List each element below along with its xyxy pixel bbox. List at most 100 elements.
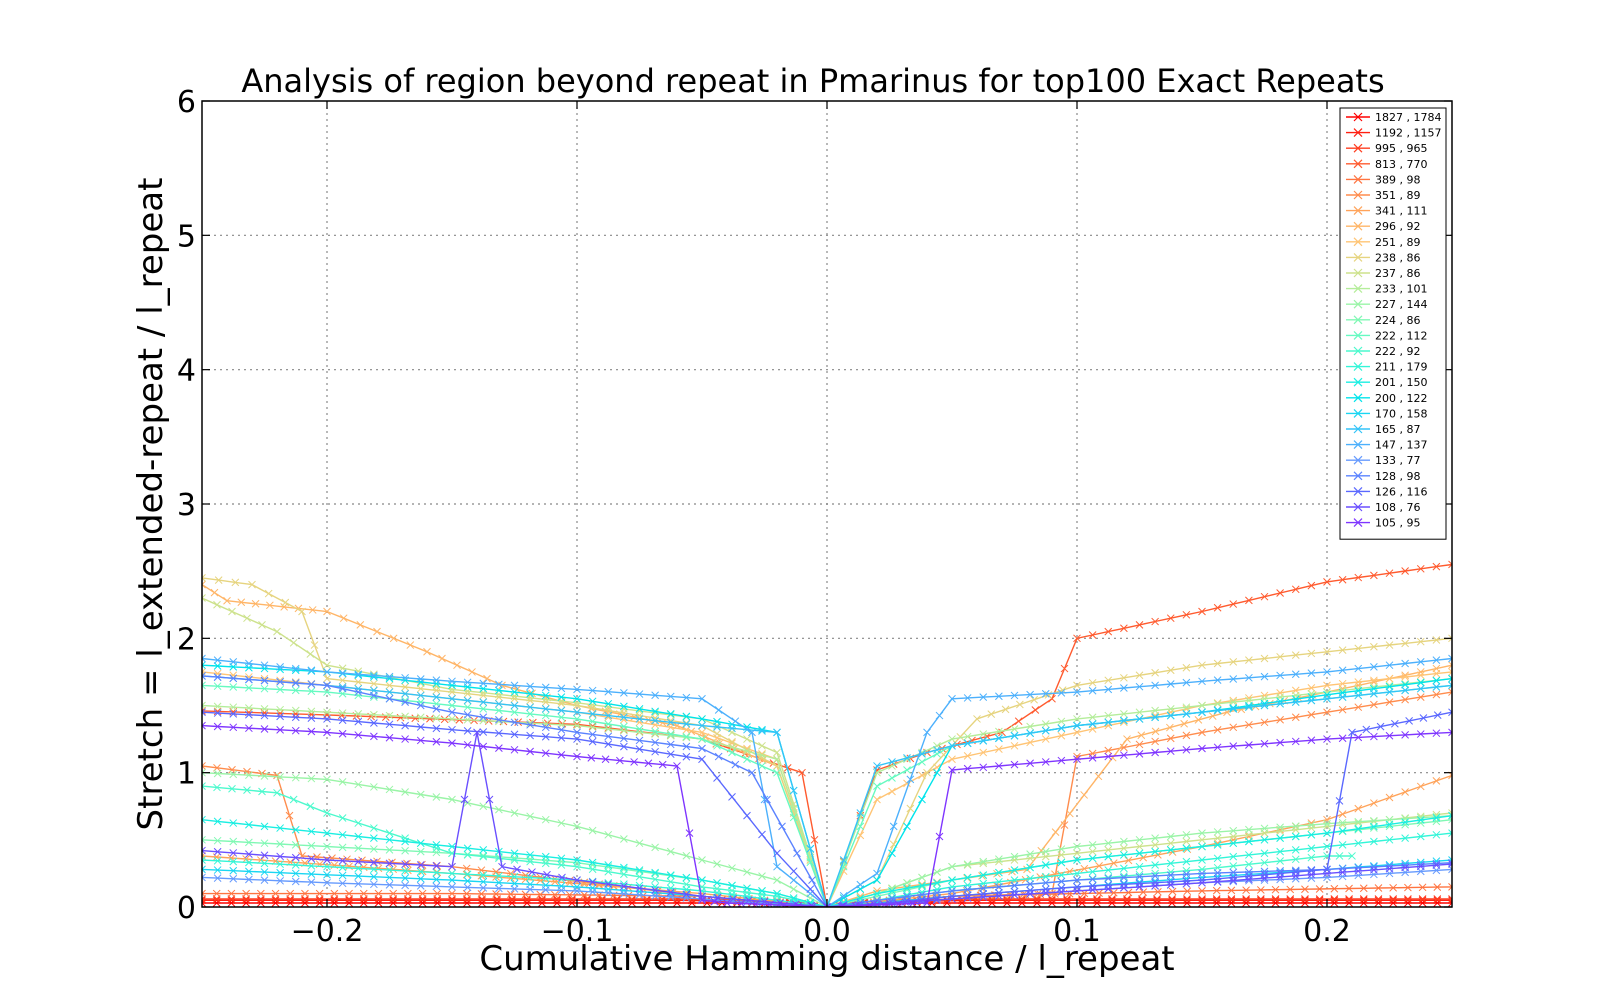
data-point-marker [202, 681, 206, 690]
legend-label: 233 , 101 [1375, 283, 1427, 296]
data-point-marker [202, 580, 206, 589]
data-point-marker [202, 654, 206, 663]
data-point-marker [1010, 731, 1019, 740]
data-point-marker [557, 861, 566, 869]
data-point-marker [526, 682, 534, 691]
data-point-marker [286, 889, 295, 898]
data-point-marker [935, 711, 944, 720]
x-tick-label: −0.1 [541, 914, 614, 949]
data-point-marker [256, 889, 265, 898]
data-point-marker [888, 774, 896, 782]
data-point-marker [601, 707, 610, 716]
data-point-marker [1432, 656, 1441, 665]
data-point-marker [273, 627, 281, 636]
data-point-marker [698, 876, 706, 884]
data-point-marker [557, 751, 566, 759]
data-point-marker [1354, 678, 1363, 686]
data-point-marker [763, 795, 771, 804]
data-point-marker [495, 715, 503, 724]
data-point-marker [1354, 839, 1363, 848]
data-point-marker [1120, 624, 1128, 633]
data-point-marker [1229, 675, 1238, 683]
data-point-marker [323, 681, 331, 690]
data-point-marker [1057, 851, 1066, 859]
data-point-marker [728, 864, 736, 872]
data-point-marker [463, 696, 472, 705]
data-point-marker [432, 676, 441, 684]
data-point-marker [1323, 829, 1331, 837]
data-point-marker [963, 732, 972, 741]
data-point-marker [202, 672, 206, 680]
data-point-marker [1198, 869, 1206, 878]
data-point-marker [1374, 884, 1383, 892]
data-point-marker [963, 861, 972, 869]
data-point-marker [573, 708, 581, 717]
data-point-marker [1057, 884, 1066, 892]
data-point-marker [523, 896, 531, 905]
data-point-marker [713, 723, 721, 731]
data-point-marker [979, 893, 988, 901]
data-point-marker [1120, 851, 1128, 859]
data-point-marker [1354, 664, 1363, 673]
data-point-marker [541, 732, 550, 741]
data-point-marker [260, 859, 269, 868]
data-point-marker [538, 896, 546, 905]
data-point-marker [1335, 852, 1344, 860]
data-point-marker [495, 744, 503, 753]
data-point-marker [1374, 895, 1383, 903]
data-point-marker [374, 896, 383, 905]
data-point-marker [448, 708, 456, 717]
data-point-marker [995, 745, 1003, 754]
data-point-marker [1260, 874, 1269, 882]
data-point-marker [463, 710, 472, 719]
data-point-marker [495, 686, 503, 695]
data-point-marker [635, 736, 644, 745]
legend-label: 995 , 965 [1375, 142, 1427, 155]
data-point-marker [1057, 756, 1066, 765]
data-point-marker [543, 719, 552, 728]
data-point-marker [1168, 896, 1176, 905]
data-point-marker [1338, 841, 1347, 849]
data-point-marker [743, 884, 751, 893]
data-point-marker [243, 614, 251, 623]
data-point-marker [1182, 610, 1191, 619]
data-point-marker [432, 705, 441, 713]
data-point-marker [291, 773, 300, 782]
data-point-marker [743, 747, 751, 756]
data-point-marker [448, 889, 456, 898]
data-point-marker [1078, 895, 1086, 903]
data-point-marker [698, 715, 706, 723]
data-point-marker [523, 895, 531, 903]
legend-label: 128 , 98 [1375, 470, 1420, 483]
data-point-marker [338, 669, 347, 677]
data-point-marker [1260, 691, 1269, 700]
data-point-marker [789, 885, 798, 893]
data-point-marker [743, 811, 751, 820]
data-point-marker [1104, 711, 1113, 720]
data-point-marker [1276, 671, 1284, 680]
data-point-marker [1416, 657, 1425, 666]
data-point-marker [401, 689, 409, 698]
data-point-marker [1291, 713, 1300, 722]
data-point-marker [432, 679, 441, 688]
data-point-marker [1354, 825, 1363, 834]
data-point-marker [1088, 720, 1097, 728]
data-point-marker [1151, 713, 1159, 722]
data-point-marker [635, 884, 644, 893]
data-point-marker [728, 724, 736, 733]
data-point-marker [260, 772, 269, 780]
data-point-marker [229, 837, 238, 846]
data-point-marker [1182, 710, 1191, 718]
data-point-marker [856, 822, 865, 831]
data-point-marker [1348, 728, 1356, 737]
data-point-marker [1401, 695, 1409, 704]
data-point-marker [370, 732, 378, 741]
data-point-marker [1213, 854, 1222, 863]
data-point-marker [401, 837, 409, 846]
data-point-marker [479, 742, 488, 751]
data-point-marker [1229, 876, 1238, 885]
data-point-marker [1401, 679, 1409, 688]
legend-swatch-marker [1353, 346, 1363, 356]
data-point-marker [1151, 681, 1159, 690]
chart-title: Analysis of region beyond repeat in Pmar… [241, 62, 1384, 100]
